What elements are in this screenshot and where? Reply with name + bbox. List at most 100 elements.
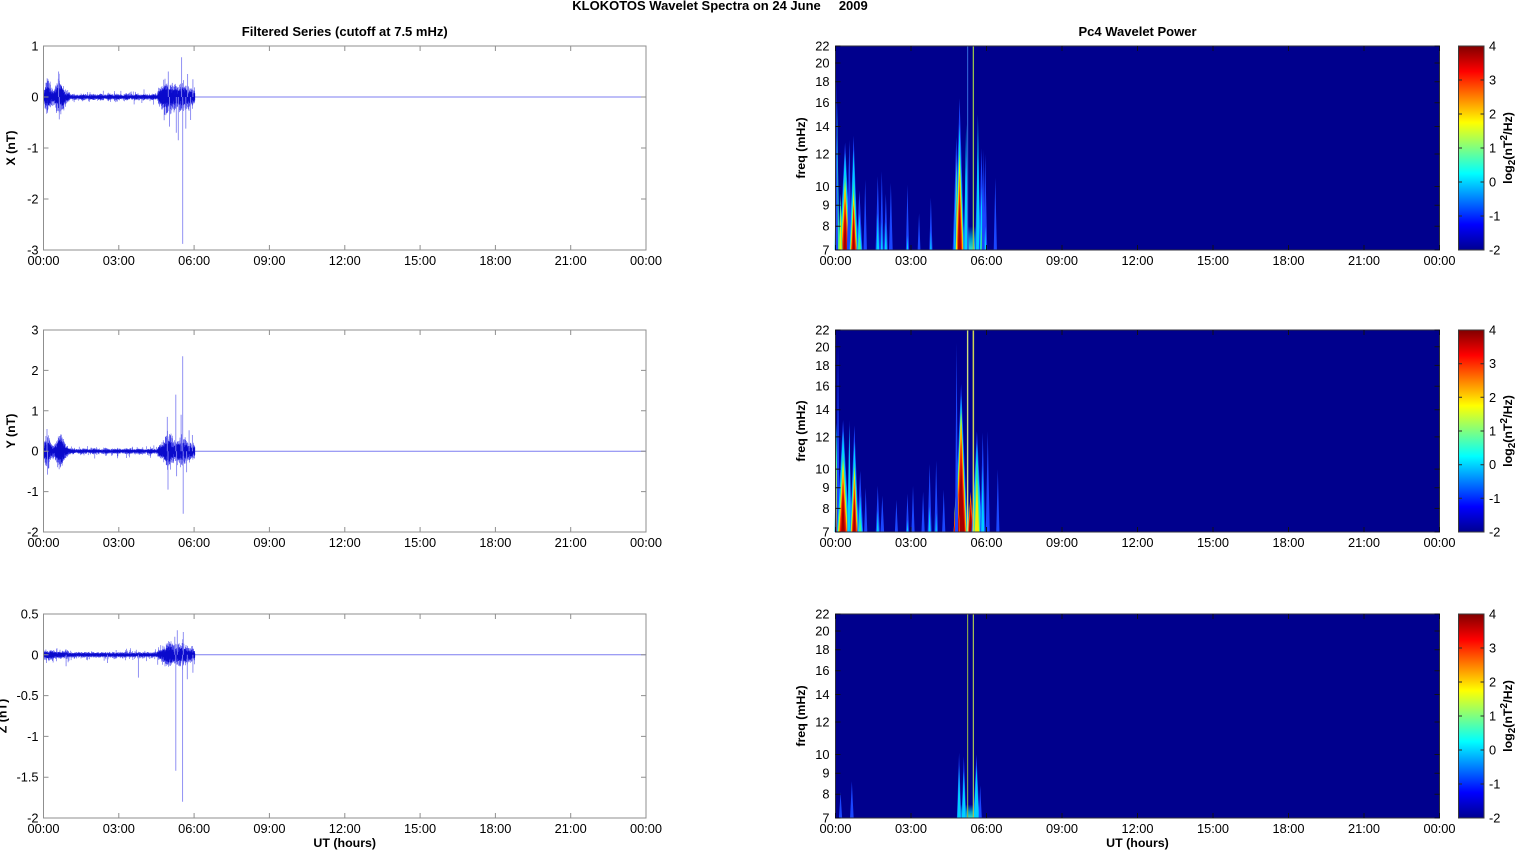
svg-text:15:00: 15:00 (1197, 821, 1229, 836)
svg-text:16: 16 (815, 663, 829, 678)
svg-text:00:00: 00:00 (1423, 253, 1455, 268)
svg-text:0: 0 (1489, 743, 1496, 758)
svg-text:06:00: 06:00 (970, 821, 1002, 836)
svg-text:-2: -2 (1489, 811, 1500, 826)
svg-text:20: 20 (815, 339, 829, 354)
svg-text:9: 9 (822, 766, 829, 781)
svg-text:20: 20 (815, 623, 829, 638)
svg-text:18:00: 18:00 (1272, 821, 1304, 836)
svg-text:03:00: 03:00 (103, 535, 135, 550)
svg-text:7: 7 (822, 525, 829, 540)
svg-text:8: 8 (822, 219, 829, 234)
svg-text:freq (mHz): freq (mHz) (794, 400, 808, 461)
svg-text:15:00: 15:00 (404, 253, 436, 268)
svg-text:-1: -1 (1489, 777, 1500, 792)
svg-text:3: 3 (1489, 641, 1496, 656)
svg-text:12:00: 12:00 (329, 253, 361, 268)
svg-text:10: 10 (815, 747, 829, 762)
svg-text:09:00: 09:00 (253, 253, 285, 268)
svg-text:-2: -2 (27, 525, 38, 540)
svg-text:18:00: 18:00 (479, 821, 511, 836)
svg-text:2: 2 (1489, 107, 1496, 122)
svg-text:-1: -1 (27, 141, 38, 156)
svg-text:12: 12 (815, 146, 829, 161)
svg-text:3: 3 (1489, 356, 1496, 371)
svg-text:9: 9 (822, 198, 829, 213)
svg-text:8: 8 (822, 787, 829, 802)
svg-text:2: 2 (1489, 675, 1496, 690)
svg-text:09:00: 09:00 (1046, 253, 1078, 268)
svg-text:X (nT): X (nT) (4, 130, 18, 165)
svg-text:log2(nT2/Hz): log2(nT2/Hz) (1499, 112, 1518, 184)
svg-text:15:00: 15:00 (1197, 253, 1229, 268)
svg-text:-2: -2 (1489, 243, 1500, 258)
svg-text:18: 18 (815, 642, 829, 657)
svg-text:18: 18 (815, 74, 829, 89)
svg-text:00:00: 00:00 (1423, 821, 1455, 836)
svg-text:12:00: 12:00 (329, 535, 361, 550)
svg-text:Pc4 Wavelet Power: Pc4 Wavelet Power (1078, 24, 1196, 39)
svg-text:0: 0 (31, 90, 38, 105)
svg-text:06:00: 06:00 (970, 535, 1002, 550)
svg-text:03:00: 03:00 (895, 253, 927, 268)
svg-text:-1: -1 (1489, 209, 1500, 224)
svg-text:06:00: 06:00 (178, 253, 210, 268)
svg-text:-2: -2 (27, 811, 38, 826)
svg-text:-2: -2 (1489, 525, 1500, 540)
svg-text:freq (mHz): freq (mHz) (794, 685, 808, 746)
svg-text:22: 22 (815, 323, 829, 338)
svg-text:09:00: 09:00 (1046, 535, 1078, 550)
svg-text:06:00: 06:00 (178, 821, 210, 836)
svg-text:16: 16 (815, 95, 829, 110)
svg-text:-1: -1 (27, 484, 38, 499)
svg-text:0: 0 (31, 647, 38, 662)
svg-text:18:00: 18:00 (1272, 535, 1304, 550)
svg-text:03:00: 03:00 (103, 821, 135, 836)
svg-text:09:00: 09:00 (1046, 821, 1078, 836)
svg-text:4: 4 (1489, 39, 1496, 54)
svg-text:3: 3 (1489, 73, 1496, 88)
svg-text:4: 4 (1489, 607, 1496, 622)
svg-text:00:00: 00:00 (27, 535, 59, 550)
svg-text:9: 9 (822, 480, 829, 495)
svg-text:21:00: 21:00 (1348, 821, 1380, 836)
svg-text:15:00: 15:00 (1197, 535, 1229, 550)
svg-text:7: 7 (822, 243, 829, 258)
svg-text:log2(nT2/Hz): log2(nT2/Hz) (1499, 395, 1518, 467)
svg-text:8: 8 (822, 501, 829, 516)
svg-text:06:00: 06:00 (178, 535, 210, 550)
svg-text:03:00: 03:00 (895, 821, 927, 836)
svg-text:12: 12 (815, 714, 829, 729)
svg-text:-0.5: -0.5 (16, 688, 38, 703)
svg-text:0: 0 (1489, 175, 1496, 190)
svg-text:2: 2 (1489, 390, 1496, 405)
svg-text:14: 14 (815, 687, 829, 702)
svg-text:Filtered Series (cutoff at 7.5: Filtered Series (cutoff at 7.5 mHz) (242, 24, 448, 39)
svg-text:21:00: 21:00 (1348, 253, 1380, 268)
svg-text:4: 4 (1489, 323, 1496, 338)
svg-text:1: 1 (31, 39, 38, 54)
svg-text:-1.5: -1.5 (16, 770, 38, 785)
svg-text:3: 3 (31, 323, 38, 338)
svg-text:00:00: 00:00 (819, 821, 851, 836)
svg-text:UT (hours): UT (hours) (1106, 836, 1169, 850)
svg-text:KLOKOTOS Wavelet Spectra on 24: KLOKOTOS Wavelet Spectra on 24 June 2009 (572, 0, 868, 13)
svg-text:10: 10 (815, 462, 829, 477)
svg-text:1: 1 (31, 403, 38, 418)
svg-text:18:00: 18:00 (1272, 253, 1304, 268)
svg-text:16: 16 (815, 379, 829, 394)
svg-text:12:00: 12:00 (1121, 821, 1153, 836)
svg-text:06:00: 06:00 (970, 253, 1002, 268)
svg-text:20: 20 (815, 55, 829, 70)
svg-text:UT (hours): UT (hours) (313, 836, 376, 850)
svg-text:14: 14 (815, 402, 829, 417)
svg-text:18:00: 18:00 (479, 253, 511, 268)
svg-text:00:00: 00:00 (630, 253, 662, 268)
svg-text:21:00: 21:00 (555, 821, 587, 836)
svg-text:0: 0 (31, 444, 38, 459)
svg-text:-1: -1 (27, 729, 38, 744)
svg-text:7: 7 (822, 811, 829, 826)
svg-text:log2(nT2/Hz): log2(nT2/Hz) (1499, 680, 1518, 752)
svg-text:14: 14 (815, 119, 829, 134)
svg-text:1: 1 (1489, 424, 1496, 439)
